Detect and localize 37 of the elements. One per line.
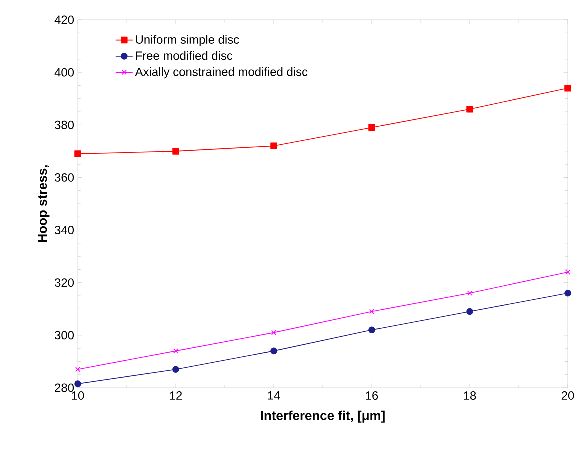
- x-axis-title: Interference fit, [μm]: [261, 410, 385, 423]
- point: [172, 148, 180, 155]
- point: [467, 290, 473, 296]
- point: [270, 142, 278, 150]
- x-tick-label: 16: [366, 392, 378, 400]
- y-tick-label: 280: [55, 384, 74, 392]
- point: [368, 124, 376, 132]
- point: [466, 308, 474, 316]
- legend-label: Uniform simple disc: [136, 35, 240, 46]
- point: [173, 348, 179, 354]
- x-tick-label: 14: [268, 392, 280, 400]
- point: [75, 367, 81, 372]
- point: [369, 309, 375, 314]
- y-tick-label: 380: [54, 120, 74, 130]
- x-tick-label: 20: [562, 392, 574, 400]
- point: [368, 326, 376, 334]
- y-tick-label: 400: [54, 68, 74, 77]
- point: [172, 366, 180, 373]
- legend-label: Free modified disc: [136, 51, 233, 60]
- point: [564, 84, 572, 92]
- x-tick-label: 18: [464, 392, 476, 400]
- legend-label: Axially constrained modified disc: [135, 68, 308, 79]
- y-axis-title: Hoop stress,: [38, 166, 50, 242]
- y-tick-label: 300: [54, 331, 74, 340]
- point: [564, 290, 572, 297]
- x-tick-label: 12: [170, 392, 182, 400]
- y-tick-label: 420: [54, 16, 74, 24]
- point: [74, 380, 82, 388]
- point: [271, 330, 277, 336]
- y-tick-label: 320: [54, 278, 74, 288]
- y-tick-label: 340: [54, 226, 74, 235]
- point: [565, 270, 571, 275]
- x-tick-label: 10: [72, 392, 84, 400]
- point: [466, 106, 474, 113]
- point: [270, 348, 278, 355]
- point: [74, 150, 82, 158]
- y-tick-label: 360: [54, 173, 74, 182]
